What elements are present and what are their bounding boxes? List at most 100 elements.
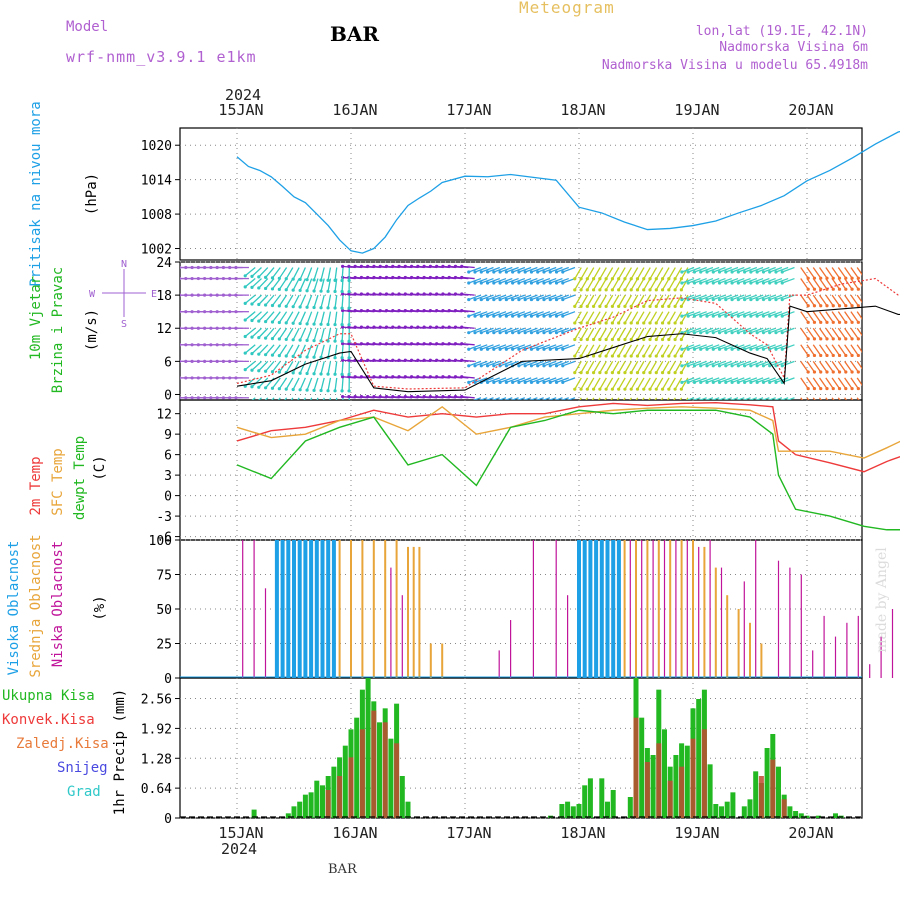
wind-arrow-head	[699, 347, 703, 351]
cloud-bar	[510, 620, 512, 678]
wind-arrow	[524, 327, 538, 334]
precip-total-bar	[650, 755, 656, 818]
wind-arrow-head	[699, 331, 703, 335]
wind-arrow-head	[705, 347, 709, 351]
wind-arrow	[750, 360, 764, 367]
wind-arrow	[560, 397, 569, 400]
wind-arrow	[531, 327, 544, 334]
wind-arrow-head	[416, 358, 420, 362]
precip-convective-bar	[633, 717, 639, 818]
wind-arrow-head	[825, 353, 829, 358]
wind-arrow	[786, 397, 795, 400]
wind-arrow	[661, 278, 670, 291]
wind-arrow-head	[359, 395, 364, 399]
wind-arrow	[706, 277, 720, 284]
wind-arrow	[491, 397, 500, 400]
wind-arrow	[499, 294, 513, 301]
wind-arrow	[472, 397, 482, 400]
wind-arrow	[744, 277, 758, 284]
wind-arrow-head	[692, 281, 697, 285]
wind-arrow-head	[781, 401, 784, 404]
wind-arrow	[251, 267, 262, 277]
wind-arrow-head	[172, 327, 175, 330]
wind-arrow-head	[585, 387, 589, 391]
wind-arrow	[687, 311, 701, 317]
wind-arrow-head	[428, 264, 432, 268]
wind-arrow	[806, 311, 815, 323]
wind-arrow-head	[517, 297, 521, 302]
wind-arrow	[265, 344, 275, 356]
wind-arrow-head	[215, 359, 219, 363]
wind-arrow-head	[340, 389, 344, 393]
wind-arrow	[468, 277, 482, 284]
wind-arrow-head	[667, 354, 671, 358]
wind-arrow-head	[743, 270, 747, 274]
wind-arrow-head	[234, 293, 238, 297]
wind-arrow-head	[585, 371, 589, 375]
wind-arrow	[668, 267, 676, 280]
temp-line-2	[236, 409, 900, 531]
wind-arrow	[586, 344, 595, 357]
wind-arrow	[543, 360, 557, 367]
wind-arrow	[837, 377, 847, 389]
wind-arrow-head	[221, 310, 226, 314]
wind-arrow-head	[679, 371, 683, 375]
wind-arrow-head	[372, 308, 376, 313]
wind-arrow-head	[298, 371, 302, 375]
top-day-label: 18JAN	[560, 101, 605, 119]
wind-arrow-head	[542, 281, 546, 285]
precip-ytick-label: 0	[164, 812, 172, 827]
wind-arrow-head	[428, 395, 432, 399]
wind-arrow-head	[511, 401, 514, 404]
wind-arrow	[895, 345, 900, 356]
wind-arrow-head	[409, 375, 414, 379]
wind-arrow-head	[165, 343, 168, 346]
wind-arrow-head	[812, 386, 817, 391]
cloud-ylabel: Srednja Oblacnost	[28, 534, 44, 677]
wind-arrow	[782, 360, 795, 367]
wind-arrow-head	[598, 337, 602, 342]
wind-arrow-head	[492, 401, 495, 404]
wind-arrow	[320, 311, 325, 325]
wind-arrow	[474, 311, 488, 317]
wind-arrow	[468, 266, 482, 273]
wind-arrow-head	[190, 396, 194, 400]
wind-arrow-head	[479, 347, 483, 351]
wind-arrow-head	[743, 401, 746, 404]
wind-arrow	[278, 327, 288, 340]
wind-arrow	[870, 312, 877, 323]
precip-ytick-label: 0.64	[141, 782, 172, 797]
wind-arrow-head	[243, 301, 247, 306]
wind-arrow	[661, 377, 670, 390]
wind-arrow	[299, 311, 306, 324]
wind-arrow	[831, 294, 841, 307]
wind-arrow-head	[428, 375, 432, 379]
wind-arrow	[889, 295, 896, 306]
wind-arrow	[556, 277, 569, 284]
wind-arrow	[731, 277, 745, 284]
wind-arrow-head	[409, 358, 414, 362]
cloud-bar	[264, 588, 267, 678]
wind-arrow-head	[378, 395, 382, 399]
wind-arrow	[687, 327, 701, 334]
wind-arrow-head	[825, 407, 828, 410]
wind-arrow	[512, 327, 526, 334]
wind-arrow	[550, 360, 563, 367]
wind-arrow-head	[184, 265, 188, 270]
wind-arrow	[856, 397, 860, 400]
wind-arrow-head	[617, 354, 621, 358]
cloud-bar	[407, 546, 409, 678]
wind-arrow-head	[305, 355, 309, 359]
wind-arrow-head	[680, 347, 684, 351]
wind-arrow-head	[397, 292, 401, 296]
wind-arrow-head	[397, 375, 401, 379]
wind-arrow	[605, 327, 614, 340]
precip-total-bar	[302, 794, 308, 818]
wind-arrow-head	[812, 276, 817, 280]
wind-arrow	[334, 267, 338, 281]
wind-arrow	[313, 267, 319, 281]
wind-arrow-head	[257, 286, 261, 290]
cloud-bar	[812, 650, 814, 678]
wind-arrow-head	[435, 375, 439, 379]
wind-arrow	[562, 360, 576, 367]
